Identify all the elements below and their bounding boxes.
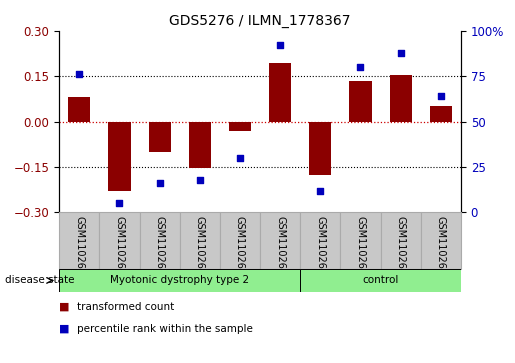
- Bar: [140, 212, 180, 269]
- Point: [356, 64, 365, 70]
- Text: GSM1102619: GSM1102619: [275, 216, 285, 281]
- Bar: [59, 212, 99, 269]
- Text: GSM1102621: GSM1102621: [355, 216, 366, 281]
- Title: GDS5276 / ILMN_1778367: GDS5276 / ILMN_1778367: [169, 15, 351, 28]
- Bar: [109, 122, 130, 191]
- Point: [115, 200, 124, 206]
- Bar: [430, 106, 452, 122]
- Bar: [390, 75, 411, 122]
- Bar: [149, 122, 170, 152]
- Bar: [269, 62, 291, 122]
- Bar: [300, 212, 340, 269]
- Text: percentile rank within the sample: percentile rank within the sample: [77, 323, 253, 334]
- Bar: [381, 212, 421, 269]
- Text: GSM1102615: GSM1102615: [114, 216, 125, 281]
- Point: [236, 155, 244, 161]
- Point: [75, 72, 83, 77]
- Point: [316, 188, 324, 193]
- Bar: [421, 212, 461, 269]
- Bar: [310, 122, 331, 175]
- Point: [397, 50, 405, 56]
- Text: transformed count: transformed count: [77, 302, 175, 312]
- Text: ■: ■: [59, 302, 70, 312]
- Point: [437, 93, 445, 99]
- Bar: [180, 212, 220, 269]
- Text: GSM1102614: GSM1102614: [74, 216, 84, 281]
- Point: [276, 42, 284, 48]
- Bar: [300, 269, 461, 292]
- Bar: [99, 212, 140, 269]
- Bar: [260, 212, 300, 269]
- Bar: [189, 122, 211, 168]
- Text: control: control: [363, 276, 399, 285]
- Bar: [59, 269, 300, 292]
- Text: GSM1102622: GSM1102622: [396, 216, 406, 281]
- Bar: [229, 122, 251, 131]
- Bar: [350, 81, 371, 122]
- Text: Myotonic dystrophy type 2: Myotonic dystrophy type 2: [110, 276, 249, 285]
- Bar: [68, 97, 90, 122]
- Text: GSM1102620: GSM1102620: [315, 216, 325, 281]
- Text: GSM1102617: GSM1102617: [195, 216, 205, 281]
- Bar: [340, 212, 381, 269]
- Point: [196, 177, 204, 183]
- Text: GSM1102623: GSM1102623: [436, 216, 446, 281]
- Bar: [220, 212, 260, 269]
- Point: [156, 180, 164, 186]
- Text: GSM1102618: GSM1102618: [235, 216, 245, 281]
- Text: GSM1102616: GSM1102616: [154, 216, 165, 281]
- Text: ■: ■: [59, 323, 70, 334]
- Text: disease state: disease state: [5, 276, 75, 285]
